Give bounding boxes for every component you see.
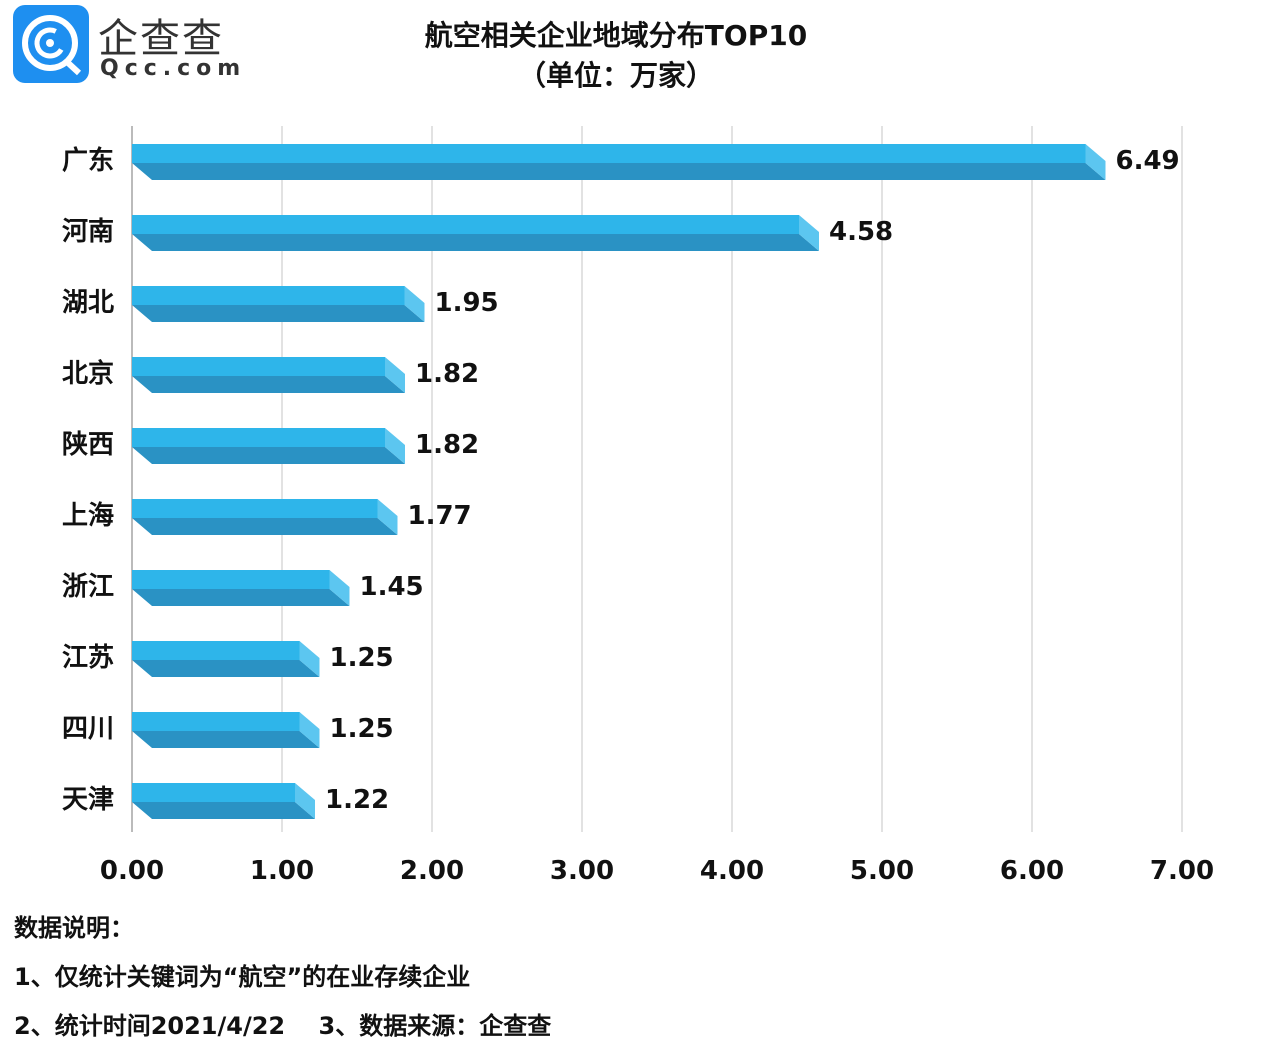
x-tick-label: 2.00 <box>400 856 464 886</box>
x-tick-label: 7.00 <box>1150 856 1214 886</box>
bar <box>132 215 799 234</box>
category-label: 浙江 <box>62 572 114 602</box>
category-label: 上海 <box>62 501 114 531</box>
bar-shade <box>132 731 320 748</box>
bar-end-cap <box>1085 144 1106 180</box>
value-label: 1.82 <box>415 359 479 389</box>
bar-end-cap <box>404 286 425 322</box>
value-label: 1.25 <box>330 643 394 673</box>
bar-shade <box>132 802 315 819</box>
value-label: 1.25 <box>330 714 394 744</box>
category-label: 天津 <box>62 785 114 815</box>
bar-shade <box>132 305 425 322</box>
bar-chart: 0.00 1.00 2.00 3.00 4.00 5.00 6.00 7.00 6.49 广东 4.… <box>62 126 1214 886</box>
bar-shade <box>132 447 405 464</box>
bar-shade <box>132 376 405 393</box>
category-label: 陕西 <box>62 430 114 460</box>
bar-shade <box>132 518 398 535</box>
value-label: 1.45 <box>360 572 424 602</box>
x-tick-label: 6.00 <box>1000 856 1064 886</box>
bar <box>132 428 385 447</box>
value-label: 6.49 <box>1116 146 1180 176</box>
bar <box>132 641 300 660</box>
bar-end-cap <box>299 641 320 677</box>
bar-end-cap <box>385 428 405 464</box>
bar-end-cap <box>299 712 320 748</box>
notes-heading: 数据说明： <box>14 914 134 942</box>
logo-domain: Qcc.com <box>100 56 247 81</box>
bar <box>132 144 1086 163</box>
bar-shade <box>132 589 350 606</box>
value-label: 1.22 <box>325 785 389 815</box>
chart-subtitle: （单位：万家） <box>517 59 714 92</box>
bar <box>132 357 385 376</box>
bar-end-cap <box>295 783 315 819</box>
value-label: 1.95 <box>435 288 499 318</box>
bar-end-cap <box>329 570 350 606</box>
category-label: 江苏 <box>62 643 114 673</box>
bar <box>132 286 405 305</box>
bar-end-cap <box>385 357 405 393</box>
bar-end-cap <box>799 215 819 251</box>
value-label: 4.58 <box>829 217 893 247</box>
x-tick-label: 4.00 <box>700 856 764 886</box>
chart-title: 航空相关企业地域分布TOP10 <box>424 19 808 52</box>
x-tick-label: 0.00 <box>100 856 164 886</box>
category-label: 河南 <box>62 217 114 247</box>
category-label: 广东 <box>62 145 114 176</box>
bar <box>132 570 330 589</box>
bar <box>132 783 295 802</box>
x-tick-label: 1.00 <box>250 856 314 886</box>
x-tick-label: 3.00 <box>550 856 614 886</box>
bar-shade <box>132 660 320 677</box>
category-label: 北京 <box>62 358 114 389</box>
bar <box>132 499 378 518</box>
x-tick-label: 5.00 <box>850 856 914 886</box>
note-line-2: 2、统计时间2021/4/22 3、数据来源：企查查 <box>14 1012 552 1039</box>
bar-end-cap <box>377 499 398 535</box>
bar-shade <box>132 234 819 251</box>
bar <box>132 712 300 731</box>
category-label: 湖北 <box>62 288 114 318</box>
category-label: 四川 <box>62 714 114 744</box>
bar-shade <box>132 163 1106 180</box>
value-label: 1.77 <box>408 501 472 531</box>
note-line-1: 1、仅统计关键词为“航空”的在业存续企业 <box>14 963 471 991</box>
logo-name: 企查查 <box>98 16 224 62</box>
value-label: 1.82 <box>415 430 479 460</box>
logo-q-icon <box>13 5 89 83</box>
